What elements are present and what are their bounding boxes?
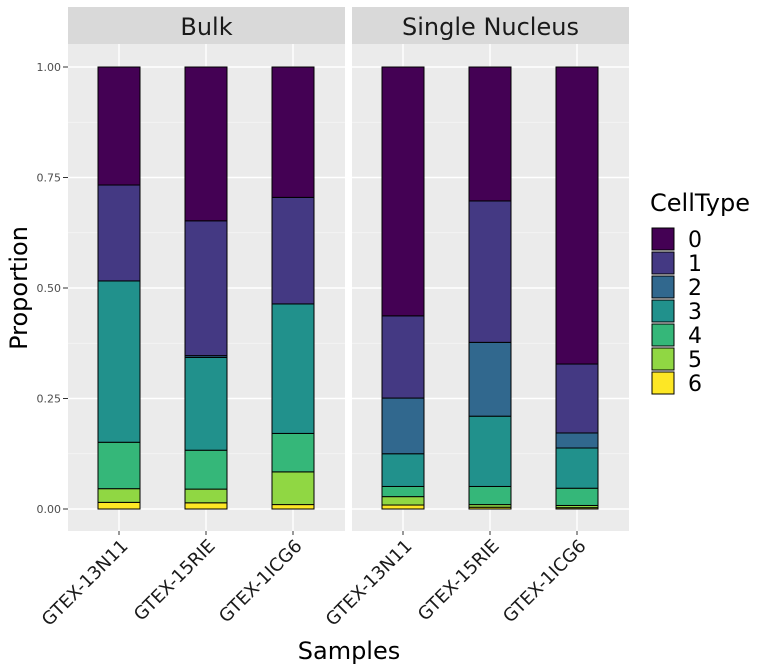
bar-segment-4	[468, 485, 512, 506]
x-axis-title: Samples	[298, 637, 401, 665]
y-axis-title: Proportion	[5, 226, 33, 350]
y-tick-label: 0.50	[37, 282, 62, 295]
bar-segment-0	[271, 66, 315, 198]
facet-strip-label: Single Nucleus	[402, 13, 579, 41]
facet-strip	[352, 7, 629, 44]
bar-segment-3	[381, 453, 425, 487]
bar-segment-6	[271, 504, 315, 510]
bar-segment-0	[184, 66, 228, 222]
bar-segment-3	[184, 356, 228, 451]
legend-key-2	[651, 275, 675, 299]
legend-key-4	[651, 323, 675, 347]
legend-label-4: 4	[688, 324, 702, 349]
legend-title: CellType	[650, 189, 750, 217]
legend-label-5: 5	[688, 348, 702, 373]
bar-segment-2	[555, 432, 599, 449]
legend-label-3: 3	[688, 300, 702, 325]
x-tick-label: GTEX-1ICG6	[215, 536, 306, 627]
bar-segment-5	[381, 496, 425, 506]
bar-segment-1	[271, 196, 315, 305]
bar-segment-3	[468, 415, 512, 487]
legend-key-5	[651, 347, 675, 371]
bar-segment-6	[97, 501, 141, 510]
bar-segment-1	[184, 220, 228, 357]
x-tick-label: GTEX-1ICG6	[499, 536, 590, 627]
bar-segment-0	[468, 66, 512, 202]
bar-segment-4	[97, 441, 141, 490]
bar-segment-0	[555, 66, 599, 365]
x-tick-label: GTEX-13N11	[38, 536, 133, 631]
bar-segment-1	[468, 200, 512, 343]
legend-label-1: 1	[688, 252, 702, 277]
legend-key-0	[651, 227, 675, 251]
y-tick-label: 0.00	[37, 503, 62, 516]
bar-segment-0	[381, 66, 425, 317]
bar-segment-4	[381, 485, 425, 498]
bar-segment-5	[184, 488, 228, 504]
facet-panel-1: Single Nucleus GTEX-13N11GTEX-15RIEGTEX-1…	[322, 7, 629, 630]
bar-segment-1	[555, 363, 599, 434]
legend-key-1	[651, 251, 675, 275]
y-tick-label: 1.00	[37, 61, 62, 74]
legend-key-6	[651, 371, 675, 395]
x-tick-label: GTEX-15RIE	[414, 536, 504, 626]
bar-segment-1	[381, 315, 425, 399]
bar-segment-4	[271, 432, 315, 473]
bar-segment-2	[381, 397, 425, 455]
bar-segment-1	[97, 184, 141, 282]
y-axis: 0.00 0.25 0.50 0.75 1.00	[37, 61, 68, 516]
facet-strip	[68, 7, 345, 44]
bar-segment-3	[555, 447, 599, 489]
y-tick-label: 0.75	[37, 172, 62, 185]
x-tick-label: GTEX-13N11	[322, 536, 417, 631]
legend-label-0: 0	[688, 228, 702, 253]
bar-segment-6	[184, 502, 228, 510]
y-tick-label: 0.25	[37, 393, 62, 406]
legend-label-2: 2	[688, 276, 702, 301]
bar-segment-3	[271, 303, 315, 434]
bar-segment-6	[381, 504, 425, 510]
bar-segment-0	[97, 66, 141, 186]
x-tick-label: GTEX-15RIE	[130, 536, 220, 626]
bar-segment-3	[97, 280, 141, 443]
legend-key-3	[651, 299, 675, 323]
bar-segment-4	[184, 449, 228, 490]
bar-segment-2	[468, 341, 512, 417]
bar-segment-4	[555, 487, 599, 506]
bar-segment-5	[97, 488, 141, 503]
facet-strip-label: Bulk	[180, 13, 232, 41]
panels-layer: BulkGTEX-13N11GTEX-15RIEGTEX-1ICG6Single…	[38, 7, 629, 630]
legend-label-6: 6	[688, 372, 702, 397]
bar-segment-5	[271, 471, 315, 506]
